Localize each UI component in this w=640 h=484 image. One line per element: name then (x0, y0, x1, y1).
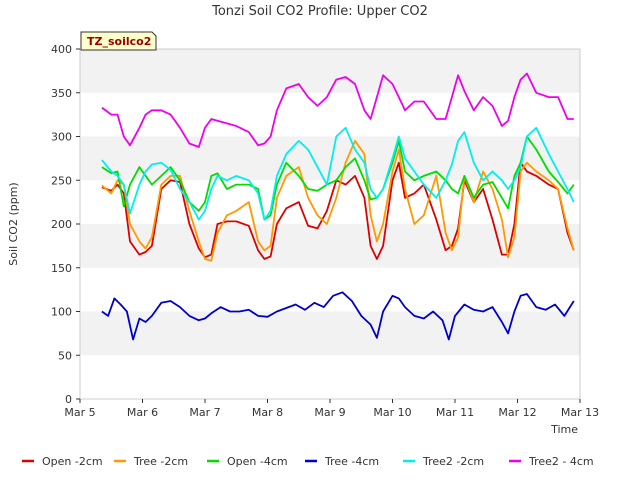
x-tick-label: Mar 5 (64, 406, 95, 419)
x-tick-label: Mar 9 (314, 406, 345, 419)
series-line (101, 72, 574, 148)
y-axis-label: Soil CO2 (ppm) (7, 182, 20, 265)
x-tick-label: Mar 11 (436, 406, 474, 419)
x-tick-label: Mar 6 (127, 406, 158, 419)
plot-lines (101, 72, 575, 341)
legend-label: Tree2 - 4cm (528, 455, 594, 468)
series-line (101, 126, 575, 221)
series-line (101, 291, 575, 341)
y-tick-label: 150 (51, 262, 72, 275)
legend-label: Open -2cm (42, 455, 103, 468)
legend-label: Tree -2cm (133, 455, 188, 468)
grid-band (80, 49, 580, 93)
y-tick-label: 300 (51, 131, 72, 144)
x-tick-label: Mar 7 (189, 406, 220, 419)
y-tick-label: 0 (65, 393, 72, 406)
x-tick-label: Mar 13 (561, 406, 599, 419)
legend-label: Open -4cm (227, 455, 288, 468)
y-tick-label: 100 (51, 306, 72, 319)
legend: Open -2cm Tree -2cm Open -4cm Tree -4cm Tree… (22, 455, 594, 468)
legend-label: Tree2 -2cm (422, 455, 484, 468)
series-line (101, 139, 575, 262)
y-tick-label: 200 (51, 218, 72, 231)
site-badge-label: TZ_soilco2 (87, 35, 151, 48)
x-tick-label: Mar 12 (498, 406, 536, 419)
grid-band (80, 136, 580, 181)
grid-band (80, 311, 580, 356)
y-tick-label: 250 (51, 174, 72, 187)
x-axis-label: Time (550, 423, 578, 436)
legend-label: Tree -4cm (324, 455, 379, 468)
x-tick-label: Mar 8 (252, 406, 283, 419)
series-line (101, 135, 575, 221)
x-tick-label: Mar 10 (373, 406, 411, 419)
y-tick-label: 350 (51, 87, 72, 100)
x-axis: Mar 5 Mar 6 Mar 7 Mar 8 Mar 9 Mar 10 Mar 11 Mar… (64, 399, 599, 419)
chart-title: Tonzi Soil CO2 Profile: Upper CO2 (211, 4, 428, 19)
grid-band (80, 224, 580, 268)
site-badge: TZ_soilco2 (80, 31, 157, 51)
grid-bands (80, 49, 580, 356)
y-tick-label: 50 (58, 349, 72, 362)
y-axis: 0 50 100 150 200 250 300 350 400 (51, 43, 80, 406)
y-tick-label: 400 (51, 43, 72, 56)
